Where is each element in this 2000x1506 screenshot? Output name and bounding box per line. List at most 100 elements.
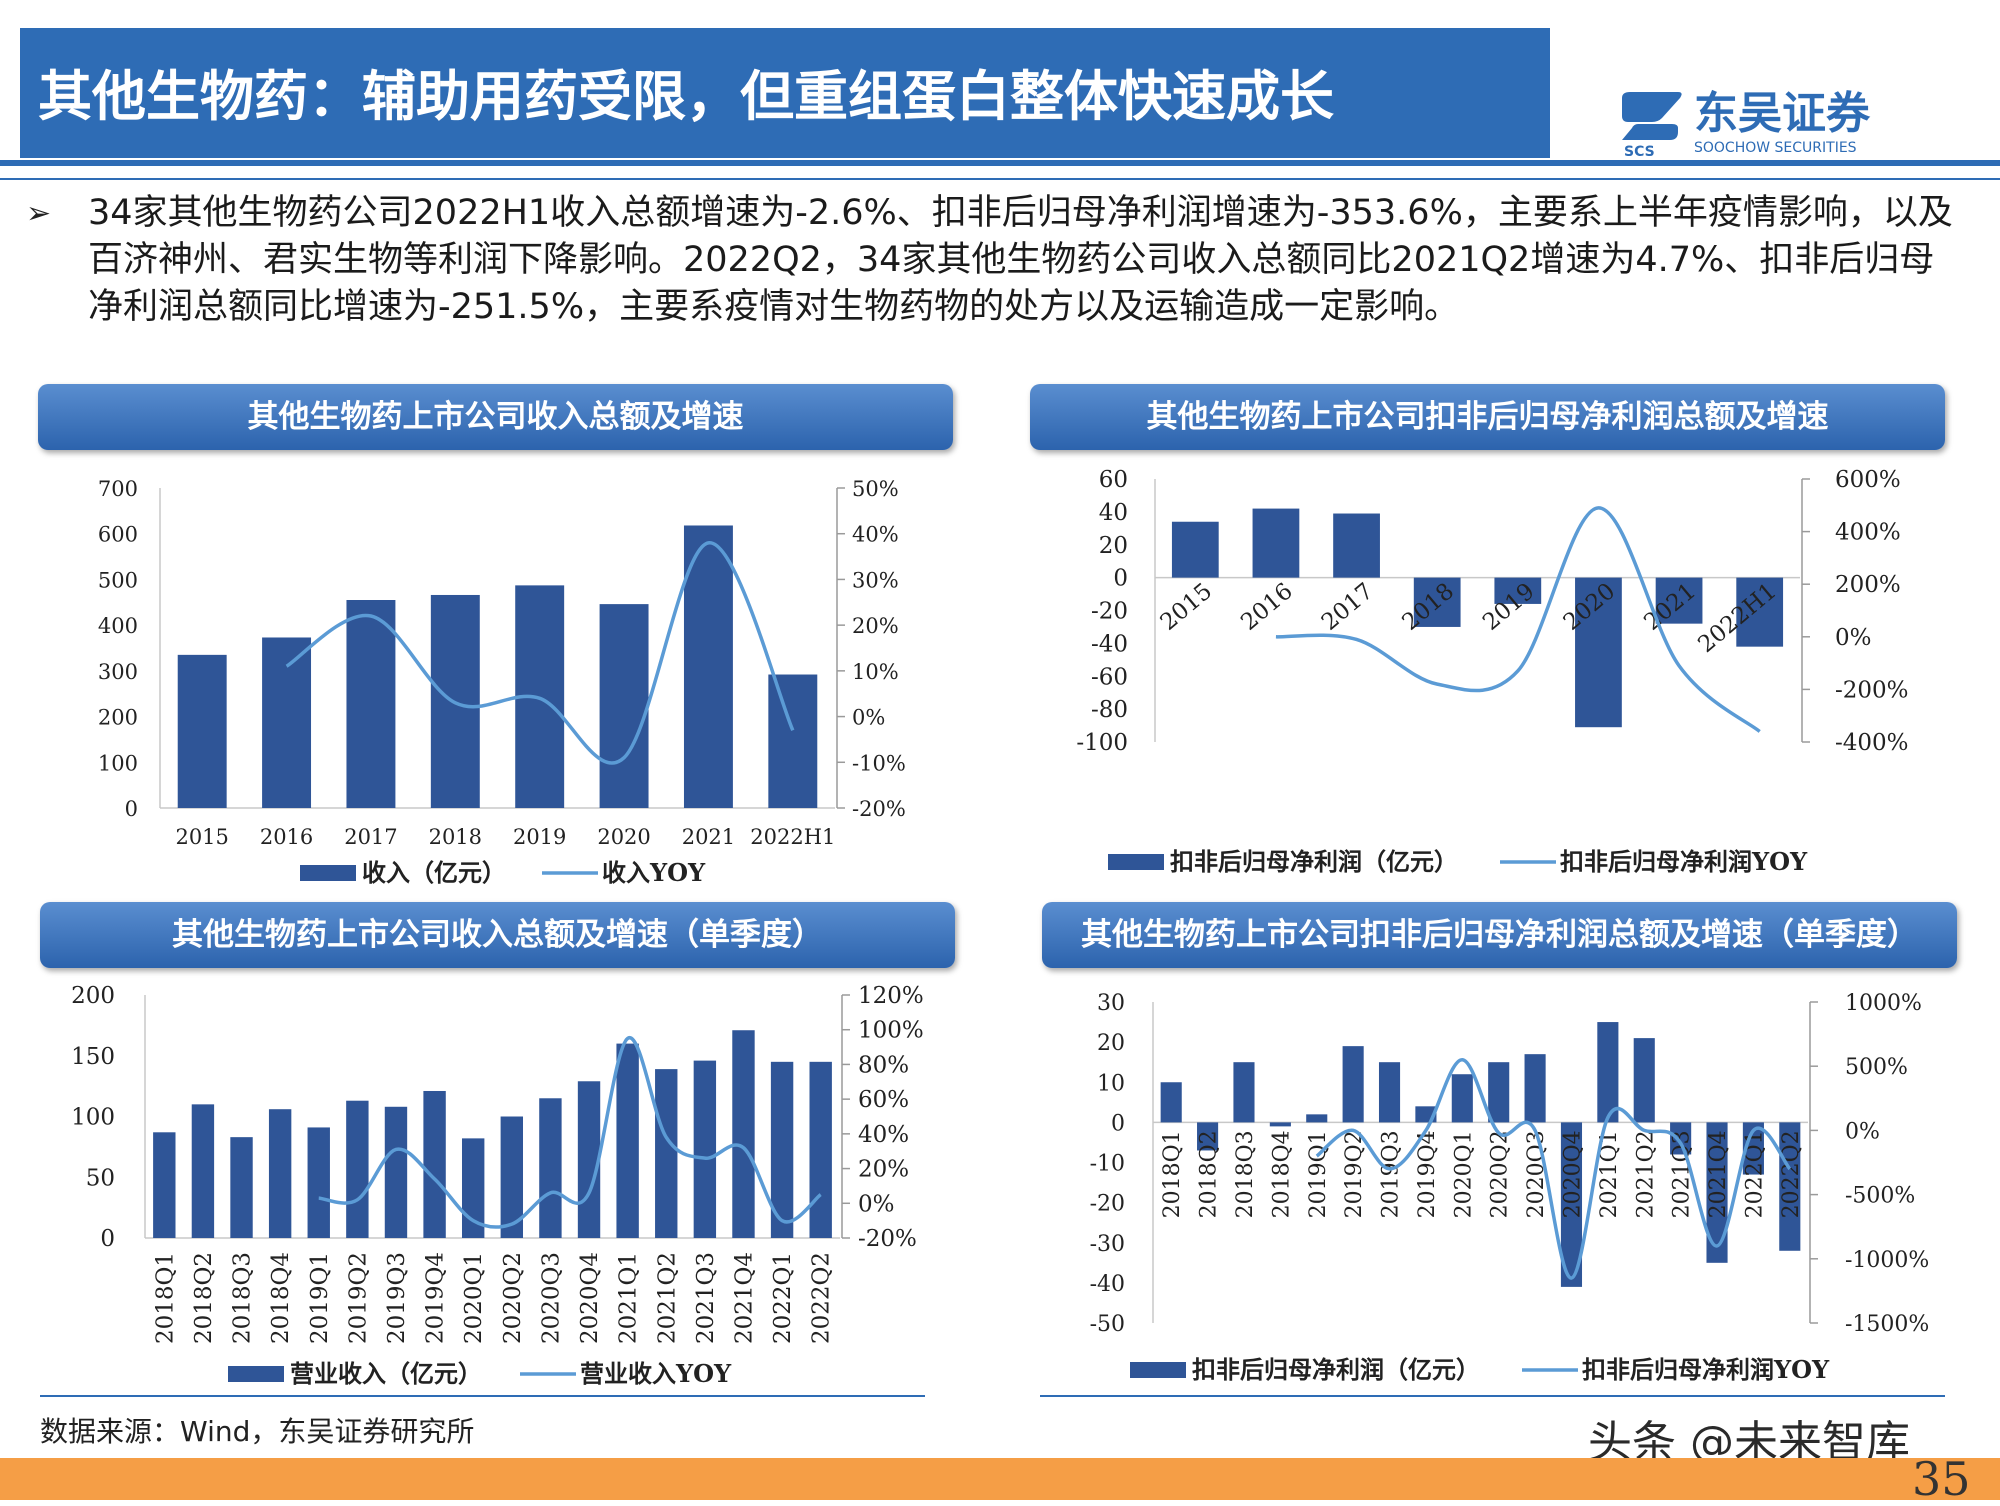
rev-annual-legend-bar-label: 收入（亿元） <box>362 858 506 887</box>
profit-quarter-x-tick-label: 2020Q2 <box>1488 1130 1513 1218</box>
rev-quarter-x-tick-label: 2021Q2 <box>654 1252 680 1344</box>
profit-annual-y-tick-label: -100 <box>1076 730 1128 756</box>
profit-annual-y2-tick-label: 200% <box>1835 572 1901 598</box>
profit-annual-y-tick-label: 40 <box>1099 500 1128 526</box>
header-rule-thin <box>0 178 2000 180</box>
rev-quarter-bar <box>230 1137 253 1238</box>
profit-annual-y-tick-label: -80 <box>1091 697 1128 723</box>
rev-quarter-bar <box>616 1043 639 1238</box>
rev-annual-x-tick-label: 2022H1 <box>750 825 835 849</box>
profit-annual-y-tick-label: -40 <box>1091 631 1128 657</box>
rev-quarter-x-tick-label: 2018Q1 <box>152 1252 178 1344</box>
profit-quarter-bar <box>1342 1046 1364 1123</box>
profit-quarter-bar <box>1706 1122 1728 1263</box>
profit-quarter-bar <box>1269 1122 1291 1127</box>
header-rule <box>0 160 2000 166</box>
profit-quarter-x-tick-label: 2019Q2 <box>1342 1130 1367 1218</box>
profit-quarter-y2-tick-label: 0% <box>1845 1119 1880 1144</box>
profit-quarter-y-tick-label: -30 <box>1090 1232 1125 1257</box>
profit-quarter-x-tick-label: 2021Q4 <box>1706 1130 1731 1218</box>
profit-annual-y-tick-label: -20 <box>1091 599 1128 625</box>
rev-quarter-x-tick-label: 2018Q3 <box>230 1252 256 1344</box>
svg-text:SCS: SCS <box>1624 144 1655 160</box>
profit-quarter-x-tick-label: 2019Q3 <box>1379 1130 1404 1218</box>
rev-quarter-bar <box>307 1127 330 1238</box>
profit-quarter-y-tick-label: 20 <box>1097 1031 1125 1056</box>
rev-quarter-bar <box>539 1098 562 1238</box>
profit-annual-bar <box>1333 513 1380 578</box>
profit-quarter-x-tick-label: 2018Q1 <box>1160 1130 1185 1218</box>
profit-quarter-bar <box>1524 1054 1546 1123</box>
rev-annual-bar <box>599 604 649 808</box>
profit-annual-x-tick-label: 2016 <box>1236 578 1298 636</box>
profit-quarter-x-tick-label: 2020Q1 <box>1451 1130 1476 1218</box>
profit-annual-y-tick-label: 60 <box>1099 467 1128 493</box>
summary-paragraph: 34家其他生物药公司2022H1收入总额增速为-2.6%、扣非后归母净利润增速为… <box>88 193 1953 327</box>
rev-annual-y2-tick-label: 40% <box>852 523 899 547</box>
profit-quarter-x-tick-label: 2022Q2 <box>1779 1130 1804 1218</box>
profit-quarter-legend-bar-label: 扣非后归母净利润（亿元） <box>1192 1355 1480 1384</box>
rev-annual-y2-tick-label: -10% <box>852 751 906 775</box>
profit-quarter-x-tick-label: 2019Q1 <box>1306 1130 1331 1218</box>
profit-quarter-bar <box>1779 1122 1801 1251</box>
rev-quarter-bar <box>693 1060 717 1238</box>
rev-annual-legend-line-label: 收入YOY <box>602 858 706 887</box>
rev-annual-bar <box>768 674 818 808</box>
rev-quarter-x-tick-label: 2018Q2 <box>191 1252 217 1344</box>
rev-quarter-bar <box>809 1061 832 1238</box>
rev-annual-x-tick-label: 2017 <box>344 825 397 849</box>
profit-annual-legend-line-label: 扣非后归母净利润YOY <box>1560 847 1808 876</box>
rev-annual-y2-tick-label: 0% <box>852 706 885 730</box>
rev-quarter-x-tick-label: 2022Q1 <box>770 1252 796 1344</box>
profit-quarter-y-tick-label: -20 <box>1090 1192 1125 1217</box>
rev-quarter-x-tick-label: 2020Q1 <box>461 1252 487 1344</box>
rev-annual-y-tick-label: 500 <box>98 568 138 592</box>
rev-annual-y-tick-label: 400 <box>98 614 138 638</box>
rev-quarter-y2-tick-label: -20% <box>858 1226 917 1252</box>
rev-quarter-bar <box>384 1106 408 1238</box>
profit-quarter-x-tick-label: 2019Q4 <box>1415 1130 1440 1218</box>
rev-annual-x-tick-label: 2019 <box>513 825 566 849</box>
profit-annual-y2-tick-label: 0% <box>1835 625 1872 651</box>
rev-annual-bar <box>683 525 733 808</box>
rev-quarter-bar <box>268 1109 292 1238</box>
rev-annual-bar <box>346 600 396 808</box>
panel-title-revenue-annual: 其他生物药上市公司收入总额及增速 <box>38 384 953 450</box>
rev-annual-legend-bar-swatch <box>300 865 356 881</box>
profit-annual-legend-bar-swatch <box>1108 854 1164 870</box>
profit-annual-x-tick-label: 2017 <box>1317 578 1379 636</box>
rev-quarter-legend-bar-label: 营业收入（亿元） <box>290 1359 482 1388</box>
rev-quarter-y-tick-label: 50 <box>86 1165 115 1191</box>
rev-annual-x-tick-label: 2020 <box>597 825 650 849</box>
profit-annual-bar <box>1171 521 1219 578</box>
profit-annual-y2-tick-label: -200% <box>1835 677 1909 703</box>
rev-annual-x-tick-label: 2015 <box>175 825 228 849</box>
rev-annual-y-tick-label: 600 <box>98 523 138 547</box>
rev-quarter-x-tick-label: 2021Q1 <box>616 1252 642 1344</box>
rev-quarter-x-tick-label: 2020Q2 <box>500 1252 526 1344</box>
profit-quarter-bar <box>1451 1074 1473 1123</box>
profit-quarter-y2-tick-label: 500% <box>1845 1055 1908 1080</box>
rev-quarter-y2-tick-label: 20% <box>858 1157 909 1183</box>
rev-quarter-bar <box>191 1104 215 1238</box>
bottom-bar <box>0 1458 2000 1500</box>
rev-quarter-bar <box>732 1030 755 1238</box>
rev-quarter-bar <box>461 1138 485 1238</box>
page-number: 35 <box>1912 1452 1971 1506</box>
profit-quarter-y2-tick-label: 1000% <box>1845 991 1922 1016</box>
profit-annual-y2-tick-label: -400% <box>1835 730 1909 756</box>
rev-annual-x-tick-label: 2021 <box>682 825 735 849</box>
profit-annual-bar <box>1655 577 1703 624</box>
profit-quarter-y-tick-label: 10 <box>1097 1071 1125 1096</box>
rev-quarter-bar <box>346 1100 369 1238</box>
rev-quarter-x-tick-label: 2021Q3 <box>693 1252 719 1344</box>
svg-text:东吴证券: 东吴证券 <box>1694 88 1871 139</box>
svg-text:SOOCHOW SECURITIES: SOOCHOW SECURITIES <box>1694 140 1857 156</box>
profit-annual-bar <box>1413 577 1461 627</box>
profit-quarter-y-tick-label: 30 <box>1097 991 1125 1016</box>
profit-annual-bar <box>1736 577 1784 647</box>
profit-annual-y-tick-label: -60 <box>1091 664 1128 690</box>
rev-annual-y-tick-label: 300 <box>98 660 138 684</box>
rev-quarter-y2-tick-label: 60% <box>858 1087 909 1113</box>
rev-annual-y2-tick-label: 10% <box>852 660 899 684</box>
